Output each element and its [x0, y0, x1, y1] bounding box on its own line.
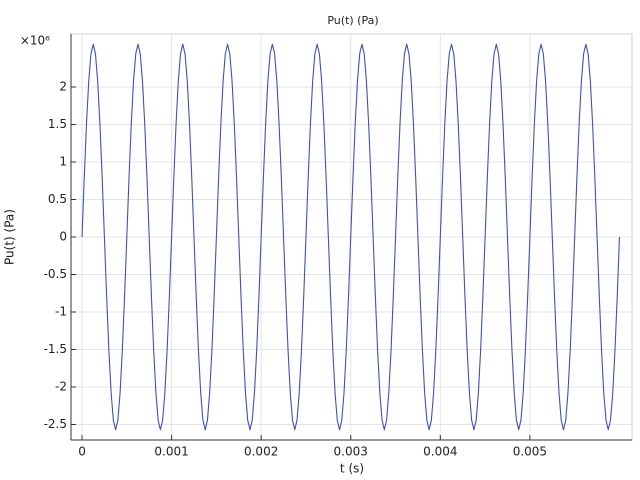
x-tick-label: 0.004 [423, 445, 457, 459]
y-tick-label: -1.5 [44, 342, 67, 356]
x-tick-label: 0 [78, 445, 86, 459]
x-tick-label: 0.001 [154, 445, 188, 459]
y-tick-label: 1.5 [48, 117, 67, 131]
y-tick-label: -0.5 [44, 267, 67, 281]
y-multiplier: ×10⁶ [20, 34, 50, 48]
y-tick-label: 2 [59, 80, 67, 94]
x-axis-label: t (s) [340, 462, 364, 476]
chart-title: Pu(t) (Pa) [327, 14, 378, 27]
y-axis-label: Pu(t) (Pa) [3, 209, 17, 265]
x-tick-label: 0.005 [513, 445, 547, 459]
y-tick-label: -1 [55, 304, 67, 318]
y-tick-label: 0.5 [48, 192, 67, 206]
y-tick-label: 0 [59, 230, 67, 244]
y-tick-label: -2 [55, 379, 67, 393]
y-tick-label: 1 [59, 155, 67, 169]
y-tick-label: -2.5 [44, 417, 67, 431]
x-tick-label: 0.003 [334, 445, 368, 459]
data-line [81, 43, 621, 431]
x-tick-label: 0.002 [244, 445, 278, 459]
